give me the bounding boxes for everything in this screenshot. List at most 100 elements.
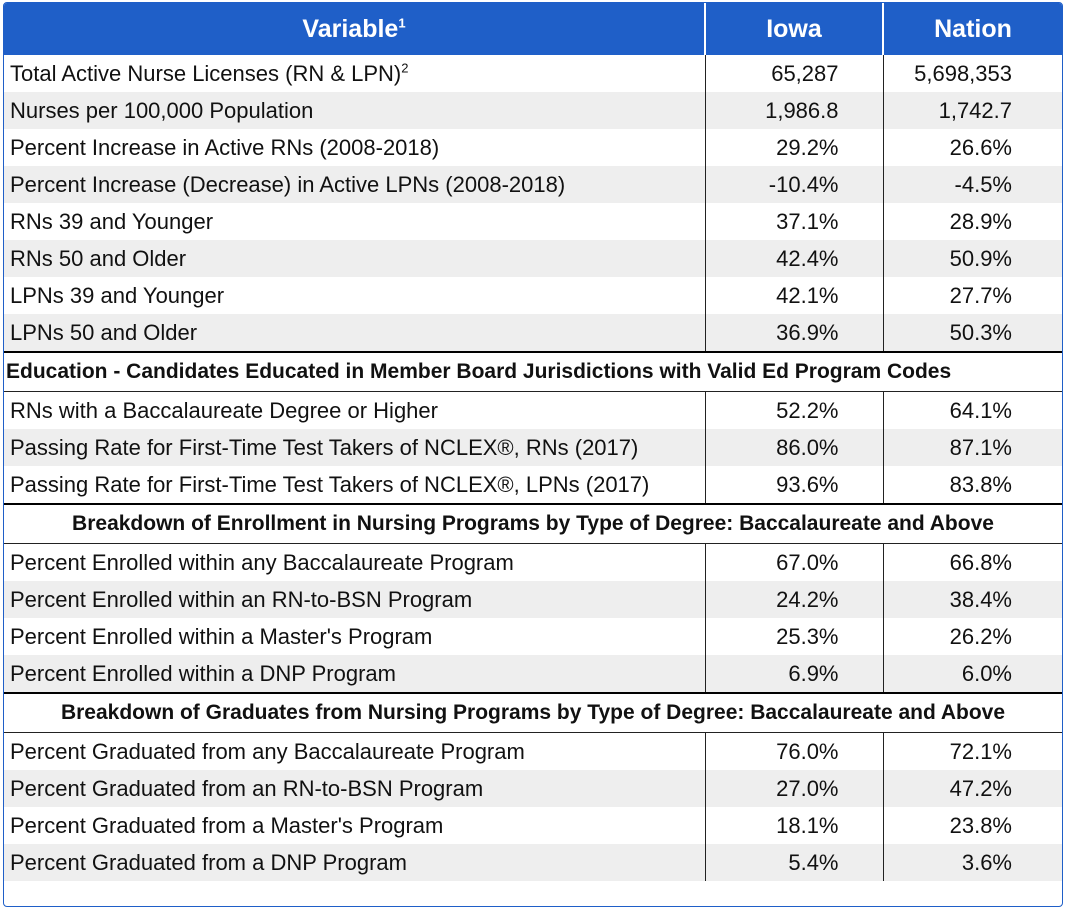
iowa-value: 25.3%: [704, 618, 883, 655]
row-label-text: Percent Graduated from a DNP Program: [10, 849, 407, 875]
row-label-footnote: 2: [401, 60, 409, 76]
table-row: Total Active Nurse Licenses (RN & LPN)2 6…: [4, 55, 1062, 92]
nation-value: 83.8%: [882, 466, 1062, 504]
nation-value: 38.4%: [882, 581, 1062, 618]
table-row: RNs with a Baccalaureate Degree or Highe…: [4, 391, 1062, 430]
row-label-text: Percent Enrolled within an RN-to-BSN Pro…: [10, 586, 473, 612]
nation-value: 64.1%: [882, 391, 1062, 429]
section-enrollment-title: Breakdown of Enrollment in Nursing Progr…: [4, 503, 1062, 544]
row-label: Percent Graduated from any Baccalaureate…: [4, 733, 705, 771]
nation-value: 50.3%: [882, 314, 1062, 352]
iowa-value: 6.9%: [704, 655, 883, 693]
table-row: LPNs 50 and Older 36.9% 50.3%: [4, 314, 1062, 352]
nation-value: 1,742.7: [882, 92, 1062, 129]
nation-value: 28.9%: [882, 203, 1062, 240]
iowa-value: 36.9%: [704, 314, 883, 352]
data-table-frame: Variable1 Iowa Nation Total Active Nurse…: [3, 2, 1063, 907]
row-label-text: Passing Rate for First-Time Test Takers …: [10, 434, 639, 460]
row-label: Percent Enrolled within a Master's Progr…: [4, 618, 705, 655]
iowa-value: 37.1%: [704, 203, 883, 240]
row-label: Nurses per 100,000 Population: [4, 92, 705, 129]
iowa-value: 76.0%: [704, 732, 883, 770]
nation-value: 6.0%: [882, 655, 1062, 693]
row-label-text: RNs 50 and Older: [10, 245, 187, 271]
row-label-text: Percent Enrolled within any Baccalaureat…: [10, 549, 514, 575]
row-label: Percent Enrolled within an RN-to-BSN Pro…: [4, 581, 705, 618]
row-label: RNs 50 and Older: [4, 240, 705, 277]
iowa-value: -10.4%: [704, 166, 883, 203]
nation-value: 50.9%: [882, 240, 1062, 277]
section-education-title: Education - Candidates Educated in Membe…: [4, 351, 1062, 392]
table-row: Percent Enrolled within a DNP Program 6.9…: [4, 655, 1062, 693]
iowa-value: 18.1%: [704, 807, 883, 844]
header-variable-footnote: 1: [398, 15, 406, 31]
row-label-text: Percent Enrolled within a Master's Progr…: [10, 623, 433, 649]
iowa-value: 42.4%: [704, 240, 883, 277]
row-label-text: Total Active Nurse Licenses (RN & LPN): [10, 60, 402, 86]
iowa-value: 1,986.8: [704, 92, 883, 129]
table-row: Nurses per 100,000 Population 1,986.8 1,74…: [4, 92, 1062, 129]
table-row: Percent Enrolled within any Baccalaureat…: [4, 543, 1062, 582]
row-label: Percent Enrolled within any Baccalaureat…: [4, 544, 705, 582]
nation-value: 26.6%: [882, 129, 1062, 166]
row-label-text: Percent Graduated from any Baccalaureate…: [10, 738, 525, 764]
row-label: RNs with a Baccalaureate Degree or Highe…: [4, 392, 705, 430]
nation-value: 5,698,353: [882, 55, 1062, 92]
row-label-text: RNs with a Baccalaureate Degree or Highe…: [10, 397, 438, 423]
iowa-value: 24.2%: [704, 581, 883, 618]
row-label-text: Percent Increase (Decrease) in Active LP…: [10, 171, 566, 197]
row-label-text: Percent Enrolled within a DNP Program: [10, 660, 396, 686]
table-row: LPNs 39 and Younger 42.1% 27.7%: [4, 277, 1062, 314]
row-label: RNs 39 and Younger: [4, 203, 705, 240]
nation-value: 66.8%: [882, 543, 1062, 581]
table-row: Percent Increase in Active RNs (2008-201…: [4, 129, 1062, 166]
nation-value: 23.8%: [882, 807, 1062, 844]
row-label-text: Passing Rate for First-Time Test Takers …: [10, 471, 650, 497]
nation-value: 26.2%: [882, 618, 1062, 655]
table-row: Percent Graduated from any Baccalaureate…: [4, 732, 1062, 771]
nation-value: 87.1%: [882, 429, 1062, 466]
header-variable: Variable1: [4, 3, 705, 55]
table-row: Passing Rate for First-Time Test Takers …: [4, 429, 1062, 466]
iowa-value: 42.1%: [704, 277, 883, 314]
table-row: Passing Rate for First-Time Test Takers …: [4, 466, 1062, 504]
nation-value: -4.5%: [882, 166, 1062, 203]
section-graduates: Breakdown of Graduates from Nursing Prog…: [4, 692, 1062, 733]
row-label: LPNs 50 and Older: [4, 314, 705, 352]
nation-value: 72.1%: [882, 732, 1062, 770]
row-label-text: RNs 39 and Younger: [10, 208, 214, 234]
iowa-value: 29.2%: [704, 129, 883, 166]
row-label: Passing Rate for First-Time Test Takers …: [4, 466, 705, 504]
row-label: Passing Rate for First-Time Test Takers …: [4, 429, 705, 466]
row-label-text: Percent Graduated from an RN-to-BSN Prog…: [10, 775, 484, 801]
table-row: RNs 50 and Older 42.4% 50.9%: [4, 240, 1062, 277]
row-label: LPNs 39 and Younger: [4, 277, 705, 314]
table-row: Percent Graduated from a Master's Progra…: [4, 807, 1062, 844]
header-nation: Nation: [882, 3, 1062, 55]
iowa-value: 52.2%: [704, 391, 883, 429]
row-label-text: LPNs 50 and Older: [10, 319, 198, 345]
iowa-value: 86.0%: [704, 429, 883, 466]
row-label-text: Percent Graduated from a Master's Progra…: [10, 812, 444, 838]
section-education: Education - Candidates Educated in Membe…: [4, 351, 1062, 392]
table-row: Percent Enrolled within a Master's Progr…: [4, 618, 1062, 655]
iowa-value: 65,287: [704, 55, 883, 92]
header-variable-label: Variable: [302, 14, 399, 43]
table-row: Percent Enrolled within an RN-to-BSN Pro…: [4, 581, 1062, 618]
section-enrollment: Breakdown of Enrollment in Nursing Progr…: [4, 503, 1062, 544]
iowa-value: 5.4%: [704, 844, 883, 881]
row-label: Percent Enrolled within a DNP Program: [4, 655, 705, 693]
iowa-value: 27.0%: [704, 770, 883, 807]
nation-value: 3.6%: [882, 844, 1062, 881]
table-row: Percent Graduated from a DNP Program 5.4%…: [4, 844, 1062, 881]
table-row: Percent Increase (Decrease) in Active LP…: [4, 166, 1062, 203]
nation-value: 47.2%: [882, 770, 1062, 807]
table-row: Percent Graduated from an RN-to-BSN Prog…: [4, 770, 1062, 807]
section-graduates-title: Breakdown of Graduates from Nursing Prog…: [4, 692, 1062, 733]
table-row: RNs 39 and Younger 37.1% 28.9%: [4, 203, 1062, 240]
row-label-text: LPNs 39 and Younger: [10, 282, 225, 308]
row-label: Percent Graduated from a Master's Progra…: [4, 807, 705, 844]
nation-value: 27.7%: [882, 277, 1062, 314]
row-label: Percent Increase in Active RNs (2008-201…: [4, 129, 705, 166]
row-label-text: Percent Increase in Active RNs (2008-201…: [10, 134, 440, 160]
